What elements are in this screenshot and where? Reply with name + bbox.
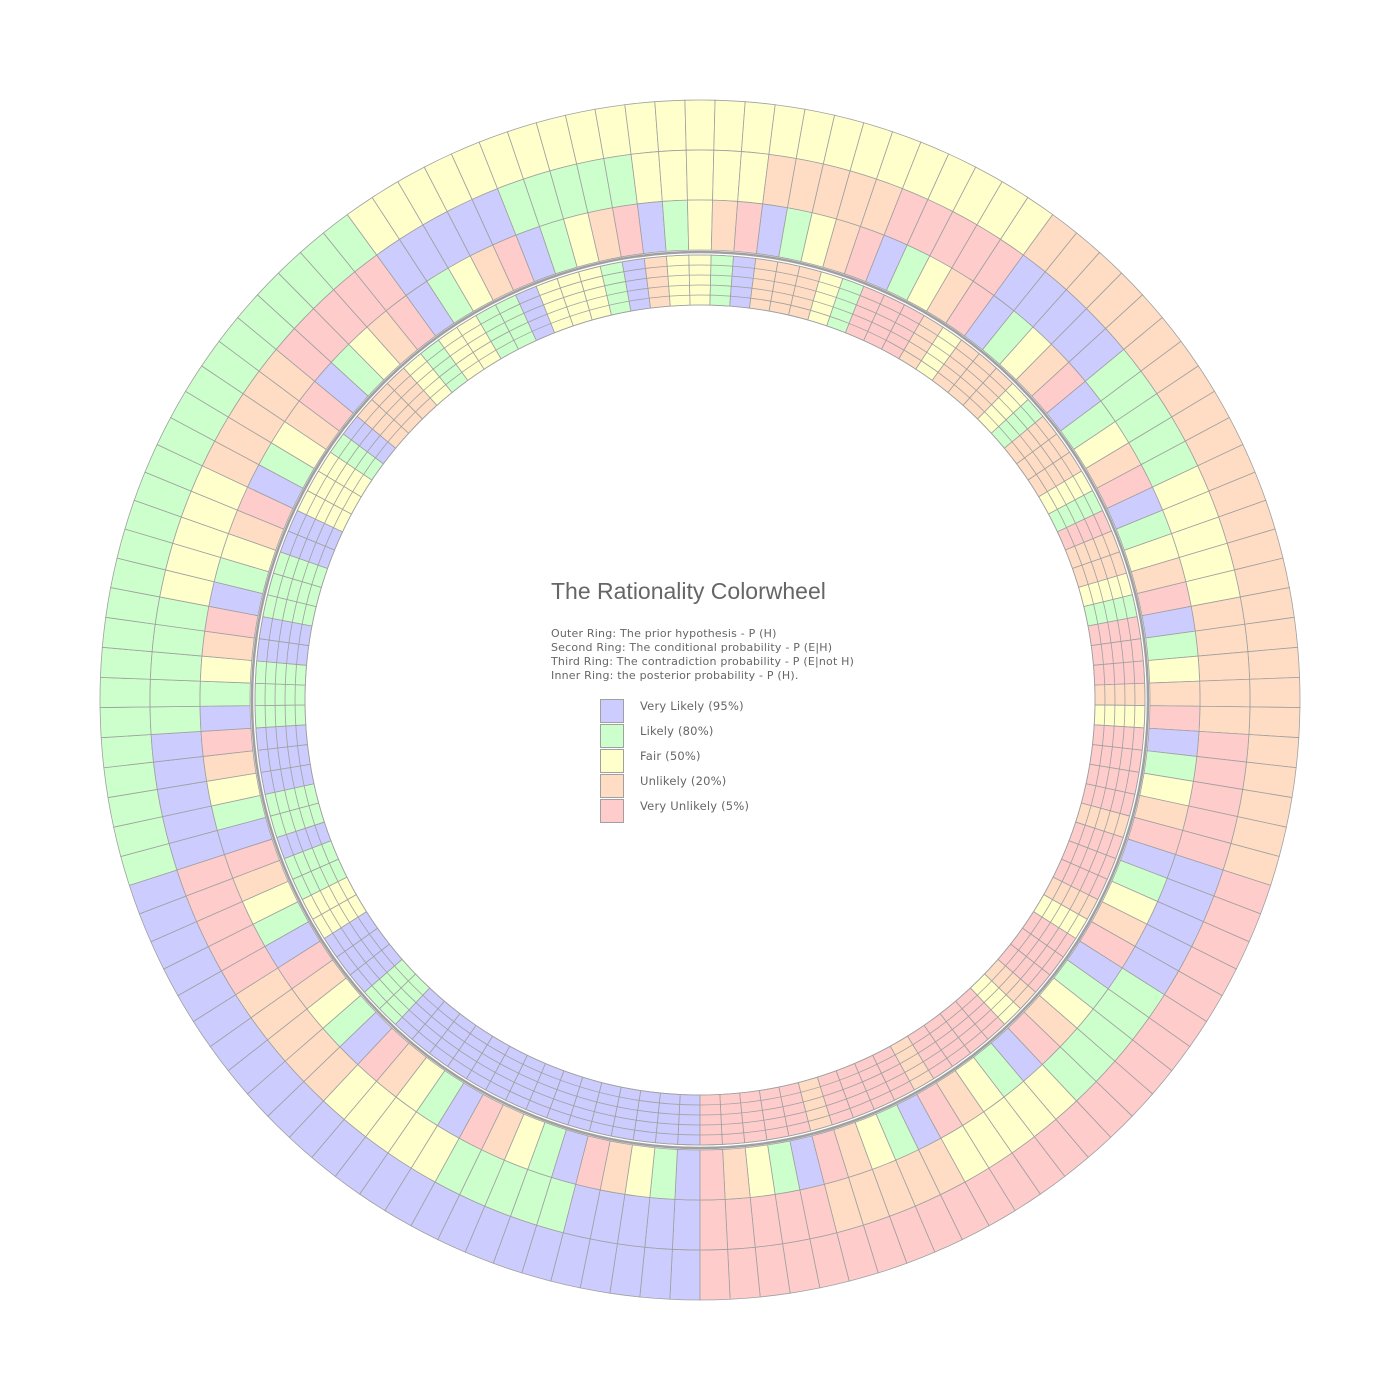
outer-ring-segment <box>624 101 659 155</box>
second-ring-segment <box>149 678 201 708</box>
outer-ring-segment <box>684 99 716 151</box>
inner-ring-description: Inner Ring: the posterior probability - … <box>551 669 799 682</box>
third-ring-segment <box>199 705 252 732</box>
third-ring-segment <box>1149 680 1201 707</box>
inner-ring-gridline <box>284 284 1116 1116</box>
legend-item-fair: Fair (50%) <box>600 749 911 774</box>
inner-ring-gridline <box>254 254 1146 1146</box>
legend-item-very-likely: Very Likely (95%) <box>600 699 911 724</box>
second-ring-description: Second Ring: The conditional probability… <box>551 641 833 654</box>
inner-ring-gridline <box>274 274 1126 1126</box>
legend-label-very-likely: Very Likely (95%) <box>640 698 744 713</box>
inner-ring-segment <box>1093 660 1146 686</box>
legend-item-very-unlikely: Very Unlikely (5%) <box>600 799 911 824</box>
third-ring-segment <box>722 1147 751 1200</box>
inner-ring-segment <box>1094 682 1146 706</box>
third-ring-segment <box>199 680 251 707</box>
outer-ring-segment <box>669 1248 701 1301</box>
third-ring-segment <box>1147 655 1201 684</box>
outer-ring-segment <box>1248 706 1301 739</box>
second-ring-segment <box>149 705 202 735</box>
second-ring-segment <box>658 149 688 202</box>
inner-ring <box>254 254 1146 1146</box>
ring-descriptions: Outer Ring: The prior hypothesis - P (H)… <box>551 627 911 683</box>
second-ring-segment <box>724 1197 756 1250</box>
legend-label-very-unlikely: Very Unlikely (5%) <box>640 798 750 813</box>
legend: Very Likely (95%) Likely (80%) Fair (50%… <box>600 699 911 824</box>
outer-ring-segment <box>99 706 152 739</box>
outer-ring-segment <box>99 676 151 708</box>
inner-ring-segment <box>688 254 712 306</box>
legend-label-likely: Likely (80%) <box>640 723 714 738</box>
second-ring-segment <box>1197 651 1251 682</box>
outer-ring-segment <box>639 1246 673 1300</box>
inner-ring-segment <box>666 254 691 307</box>
outer-ring-segment <box>1247 646 1300 680</box>
third-ring-segment <box>661 199 690 252</box>
second-ring-segment <box>671 1198 701 1251</box>
legend-label-fair: Fair (50%) <box>640 748 701 763</box>
second-ring-segment <box>1198 705 1251 735</box>
inner-ring-segment <box>1093 704 1146 729</box>
legend-swatch-likely <box>600 724 624 748</box>
inner-ring-segment <box>699 1094 723 1146</box>
outer-ring-segment <box>100 646 153 680</box>
third-ring-description: Third Ring: The contradiction probabilit… <box>551 655 855 668</box>
second-ring-segment <box>1199 678 1251 708</box>
info-panel: The Rationality Colorwheel Outer Ring: T… <box>551 578 911 824</box>
outer-ring-segment <box>727 1246 761 1300</box>
outer-ring-segment <box>654 99 687 152</box>
legend-label-unlikely: Unlikely (20%) <box>640 773 727 788</box>
inner-ring-gridlines <box>250 250 1150 1150</box>
second-ring-segment <box>149 651 203 682</box>
legend-item-likely: Likely (80%) <box>600 724 911 749</box>
third-ring-segment <box>674 1149 701 1201</box>
inner-ring-gridline <box>304 304 1096 1096</box>
legend-swatch-unlikely <box>600 774 624 798</box>
ring-separator <box>250 250 1150 1150</box>
outer-ring-segment <box>713 99 746 152</box>
second-ring-segment <box>712 149 742 202</box>
third-ring <box>199 199 1201 1201</box>
legend-swatch-fair <box>600 749 624 773</box>
inner-ring-gridline <box>264 264 1136 1136</box>
inner-ring-segment <box>254 704 307 729</box>
second-ring-segment <box>150 730 204 763</box>
third-ring-segment <box>699 1149 726 1201</box>
legend-swatch-very-unlikely <box>600 799 624 823</box>
third-ring-segment <box>687 199 713 251</box>
third-ring-segment <box>1148 705 1201 732</box>
legend-swatch-very-likely <box>600 699 624 723</box>
second-ring-segment <box>699 1198 729 1251</box>
outer-ring-segment <box>1249 676 1301 708</box>
inner-ring-gridline <box>294 294 1106 1106</box>
second-ring-segment <box>685 149 715 201</box>
inner-ring-segment <box>254 682 306 706</box>
third-ring-segment <box>710 199 739 252</box>
chart-title: The Rationality Colorwheel <box>551 578 826 604</box>
inner-ring-segment <box>677 1094 701 1146</box>
legend-item-unlikely: Unlikely (20%) <box>600 774 911 799</box>
outer-ring-description: Outer Ring: The prior hypothesis - P (H) <box>551 627 777 640</box>
outer-ring-segment <box>100 734 154 769</box>
outer-ring-segment <box>699 1248 731 1301</box>
